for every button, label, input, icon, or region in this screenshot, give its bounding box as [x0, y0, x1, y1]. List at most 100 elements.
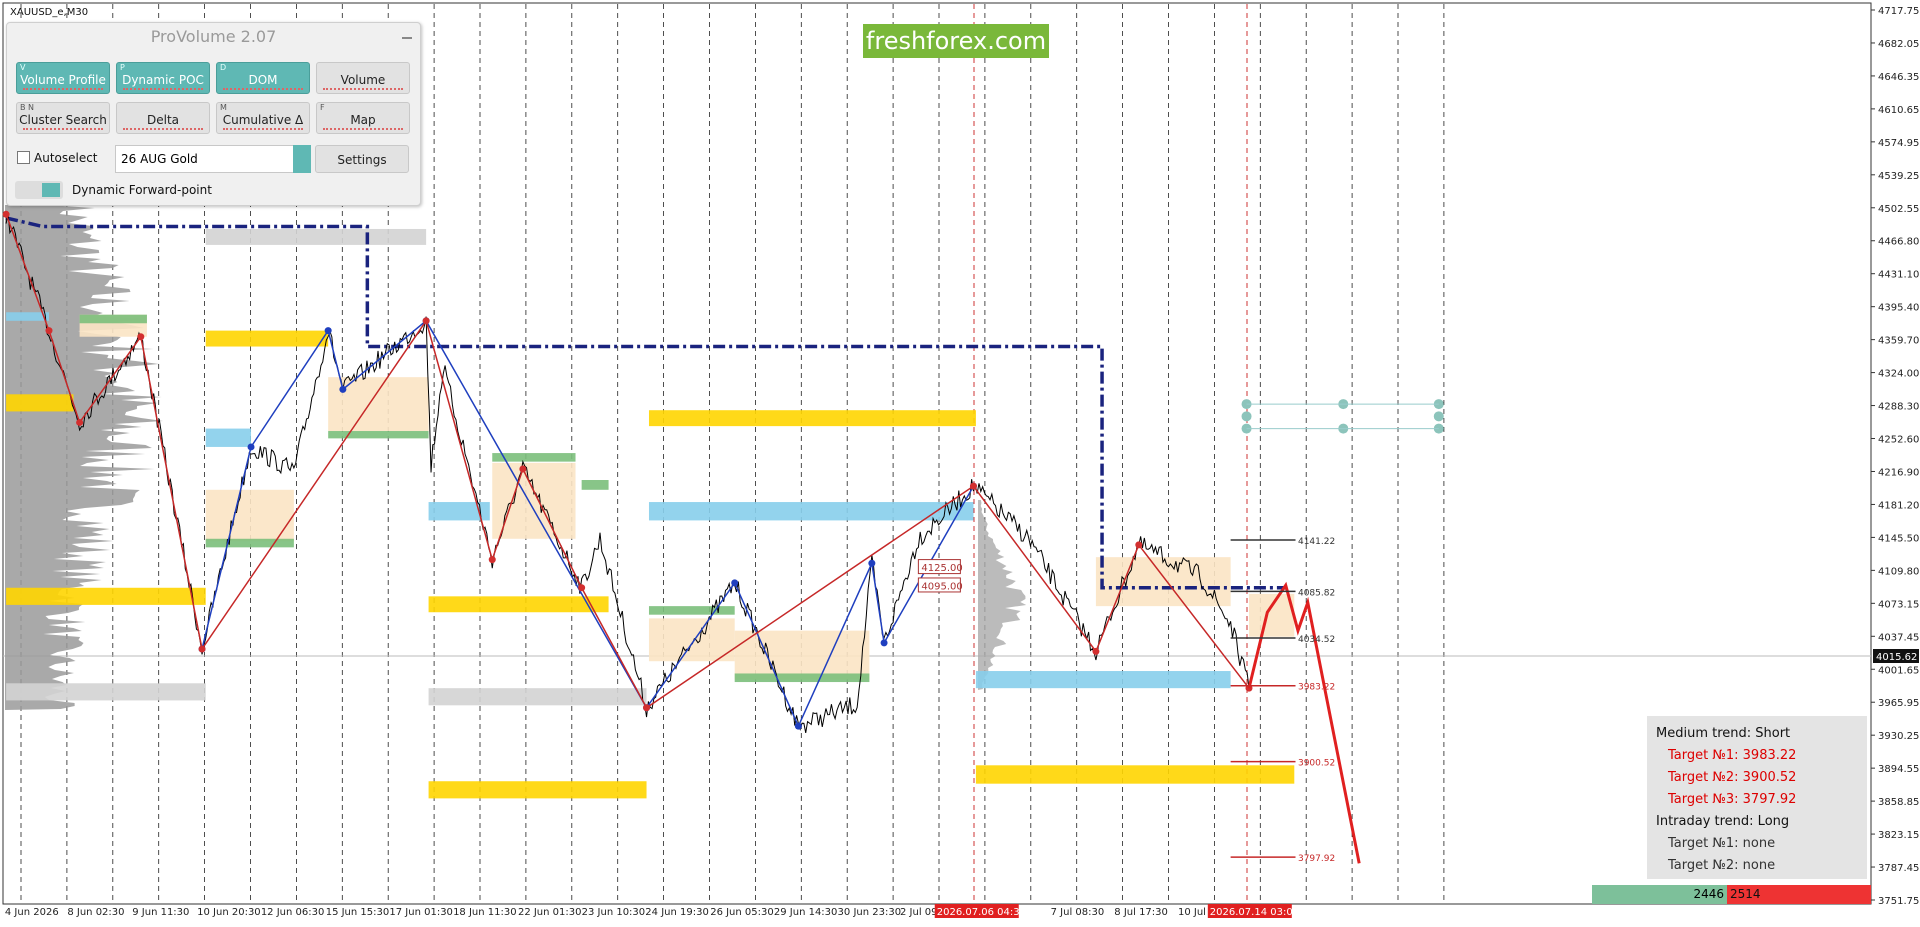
dropdown-arrow[interactable]: [293, 145, 311, 173]
button-label: DOM: [248, 73, 278, 87]
pivot: [247, 443, 255, 451]
pivot: [76, 418, 84, 426]
time-highlight: [934, 904, 1019, 918]
time-label: 22 Jun 01:30: [518, 907, 582, 918]
zone: [428, 688, 647, 706]
zone: [428, 502, 490, 521]
sell-volume: 2514: [1727, 885, 1871, 904]
zone: [205, 538, 294, 548]
volume-profile: [5, 205, 164, 710]
time-label: 7 Jul 08:30: [1051, 907, 1105, 918]
shortcut-key: B N: [20, 103, 35, 112]
button-label: Volume Profile: [20, 73, 106, 87]
time-label: 17 Jun 01:30: [389, 907, 453, 918]
zone: [648, 410, 976, 427]
price-label: 4324.00: [1878, 369, 1919, 380]
zone: [1095, 557, 1231, 607]
button-label: Cluster Search: [19, 113, 107, 127]
price-label: 4395.40: [1878, 303, 1919, 314]
button-label: Settings: [337, 153, 387, 167]
time-label: 12 Jun 06:30: [261, 907, 325, 918]
settings-button[interactable]: Settings: [315, 145, 409, 173]
zone: [1248, 593, 1295, 637]
price-label: 3965.95: [1878, 698, 1919, 709]
buy-volume: 2446: [1592, 885, 1727, 904]
tool-button[interactable]: M Cumulative Δ: [216, 102, 310, 134]
zone: [492, 462, 576, 539]
zone: [79, 314, 147, 324]
checkbox[interactable]: [17, 151, 30, 164]
pivot: [868, 559, 876, 567]
toggle[interactable]: [15, 181, 63, 199]
pivot: [1092, 647, 1100, 655]
time-label: 2026.07.14 03:00: [1210, 907, 1299, 918]
order-box: [917, 577, 961, 593]
tool-button[interactable]: V Volume Profile: [16, 62, 110, 94]
price-label: 4502.55: [1878, 204, 1919, 215]
pivot: [422, 317, 430, 325]
order-label: 4095.00: [921, 581, 962, 592]
level-label: 4034.52: [1298, 635, 1335, 645]
shortcut-key: V: [20, 63, 26, 72]
price-label: 4574.95: [1878, 138, 1919, 149]
zone: [205, 330, 329, 347]
minimize-button[interactable]: [402, 37, 412, 39]
price-label: 4252.60: [1878, 435, 1919, 446]
price-label: 3823.15: [1878, 830, 1919, 841]
pivot: [880, 639, 888, 647]
trend-box: Medium trend: Short Target №1: 3983.22 T…: [1647, 716, 1867, 879]
time-label: 9 Jun 11:30: [132, 907, 189, 918]
time-label: 26 Jun 05:30: [710, 907, 774, 918]
tool-button[interactable]: Volume: [316, 62, 410, 94]
level-label: 3900.52: [1298, 759, 1335, 769]
price-label: 4073.15: [1878, 599, 1919, 610]
price-label: 4466.80: [1878, 237, 1919, 248]
price-label: 3751.75: [1878, 896, 1919, 907]
trend-target: Target №3: 3797.92: [1668, 792, 1797, 807]
tool-button[interactable]: Delta: [116, 102, 210, 134]
price-label: 4181.20: [1878, 500, 1919, 511]
time-label: 2026.07.06 04:30: [937, 907, 1026, 918]
level-label: 4085.82: [1298, 588, 1335, 598]
price-label: 4717.75: [1878, 6, 1919, 17]
pivot: [137, 333, 145, 341]
time-label: 4 Jun 2026: [5, 907, 59, 918]
order-label: 4125.00: [921, 563, 962, 574]
tool-button[interactable]: P Dynamic POC: [116, 62, 210, 94]
price-label: 3787.45: [1878, 863, 1919, 874]
indicator-dots: [123, 85, 203, 90]
price-line: [5, 212, 1250, 733]
pivot: [2, 210, 10, 218]
volume-profile: [978, 500, 1027, 690]
price-label: 3858.85: [1878, 797, 1919, 808]
zone: [648, 606, 735, 615]
shortcut-key: F: [320, 103, 325, 112]
price-label: 4037.45: [1878, 632, 1919, 643]
current-price-box: [1873, 649, 1919, 663]
button-label: Volume: [340, 73, 386, 87]
toggle-label: Dynamic Forward-point: [72, 183, 212, 197]
instrument-dropdown[interactable]: 26 AUG Gold: [115, 145, 311, 173]
pivot: [45, 327, 53, 335]
forecast-line: [1247, 581, 1361, 864]
zigzag: [5, 214, 1250, 709]
pivot: [643, 704, 651, 712]
zone: [648, 502, 974, 521]
tool-button[interactable]: F Map: [316, 102, 410, 134]
price-label: 4682.05: [1878, 39, 1919, 50]
time-label: 15 Jun 15:30: [326, 907, 390, 918]
price-label: 3894.55: [1878, 764, 1919, 775]
pivot: [731, 579, 739, 587]
shortcut-key: D: [220, 63, 227, 72]
zone: [428, 596, 609, 613]
pivot: [1135, 541, 1143, 549]
tool-button[interactable]: D DOM: [216, 62, 310, 94]
button-label: Dynamic POC: [122, 73, 204, 87]
price-label: 4216.90: [1878, 467, 1919, 478]
indicator-dots: [123, 125, 203, 130]
tool-button[interactable]: B N Cluster Search: [16, 102, 110, 134]
price-label: 4646.35: [1878, 72, 1919, 83]
zone: [492, 453, 576, 462]
price-label: 4109.80: [1878, 566, 1919, 577]
